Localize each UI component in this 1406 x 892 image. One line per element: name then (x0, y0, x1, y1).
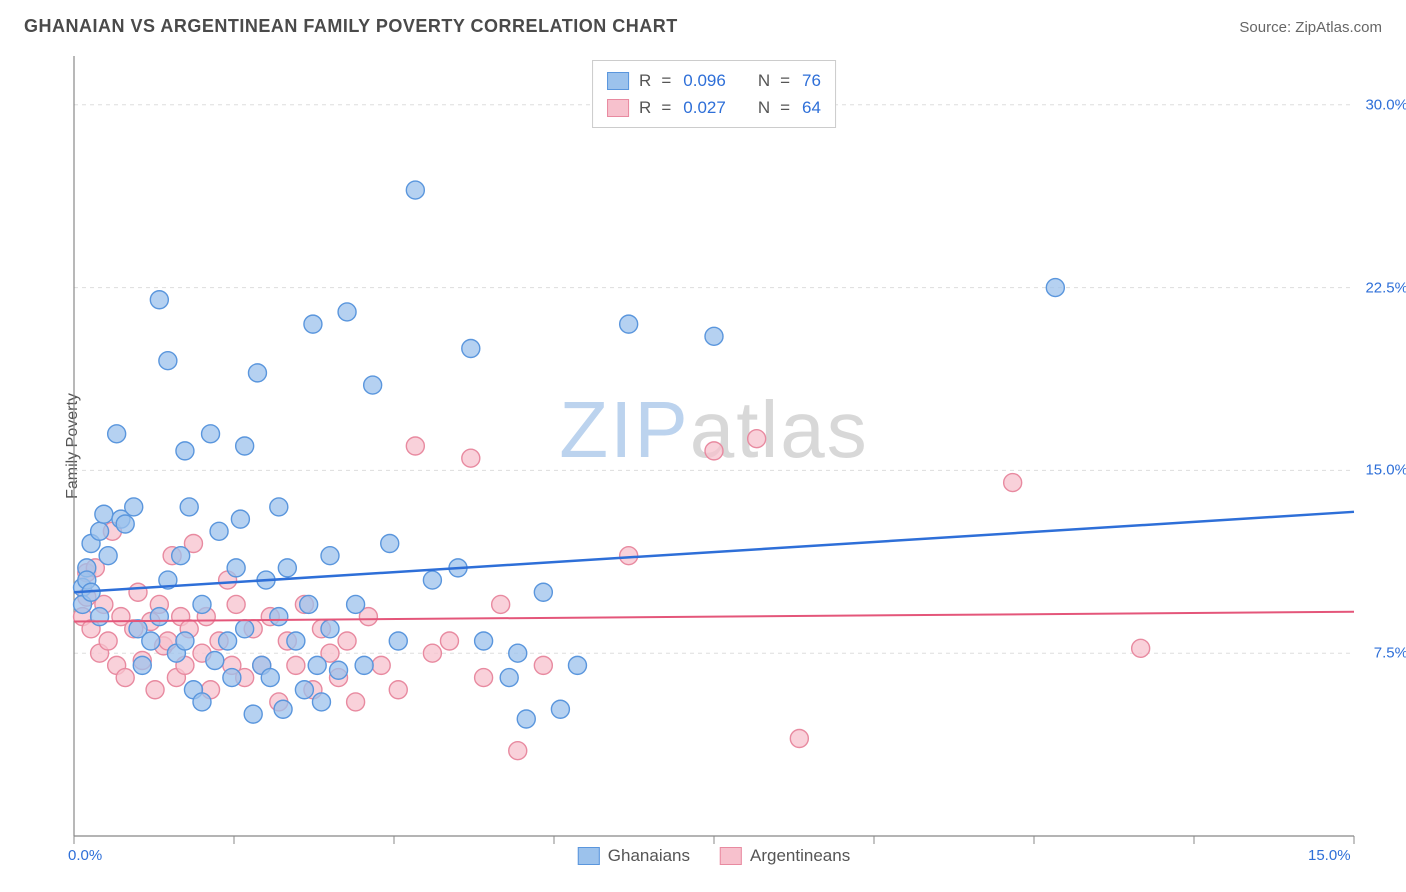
r-label: R (639, 94, 651, 121)
header: GHANAIAN VS ARGENTINEAN FAMILY POVERTY C… (24, 16, 1382, 37)
r-value-ghanaians: 0.096 (683, 67, 726, 94)
source-name: ZipAtlas.com (1295, 19, 1382, 36)
n-label: N (758, 94, 770, 121)
n-label: N (758, 67, 770, 94)
legend-swatch-argentineans (720, 847, 742, 865)
legend-label-ghanaians: Ghanaians (608, 846, 690, 866)
r-label: R (639, 67, 651, 94)
equals-sign: = (661, 67, 671, 94)
equals-sign: = (780, 94, 790, 121)
plot-area: Family Poverty ZIPatlas R = 0.096 N = 76… (74, 56, 1354, 836)
legend-item-ghanaians: Ghanaians (578, 846, 690, 866)
equals-sign: = (661, 94, 671, 121)
n-value-argentineans: 64 (802, 94, 821, 121)
legend-stats-row-ghanaians: R = 0.096 N = 76 (607, 67, 821, 94)
legend-item-argentineans: Argentineans (720, 846, 850, 866)
legend-stats-row-argentineans: R = 0.027 N = 64 (607, 94, 821, 121)
chart-container: GHANAIAN VS ARGENTINEAN FAMILY POVERTY C… (0, 0, 1406, 892)
x-tick-label: 15.0% (1308, 847, 1351, 864)
legend-swatch-ghanaians (607, 72, 629, 90)
legend-swatch-ghanaians (578, 847, 600, 865)
r-value-argentineans: 0.027 (683, 94, 726, 121)
n-value-ghanaians: 76 (802, 67, 821, 94)
chart-title: GHANAIAN VS ARGENTINEAN FAMILY POVERTY C… (24, 16, 678, 37)
source-attribution: Source: ZipAtlas.com (1239, 19, 1382, 36)
x-tick-label: 0.0% (68, 847, 102, 864)
y-tick-label: 30.0% (1365, 96, 1406, 113)
y-tick-label: 22.5% (1365, 279, 1406, 296)
legend-label-argentineans: Argentineans (750, 846, 850, 866)
source-prefix: Source: (1239, 19, 1295, 36)
legend-series: Ghanaians Argentineans (578, 846, 850, 866)
equals-sign: = (780, 67, 790, 94)
y-tick-label: 7.5% (1374, 645, 1406, 662)
y-tick-label: 15.0% (1365, 462, 1406, 479)
legend-swatch-argentineans (607, 99, 629, 117)
scatter-plot-svg (74, 56, 1354, 836)
legend-stats: R = 0.096 N = 76 R = 0.027 N = 64 (592, 60, 836, 128)
